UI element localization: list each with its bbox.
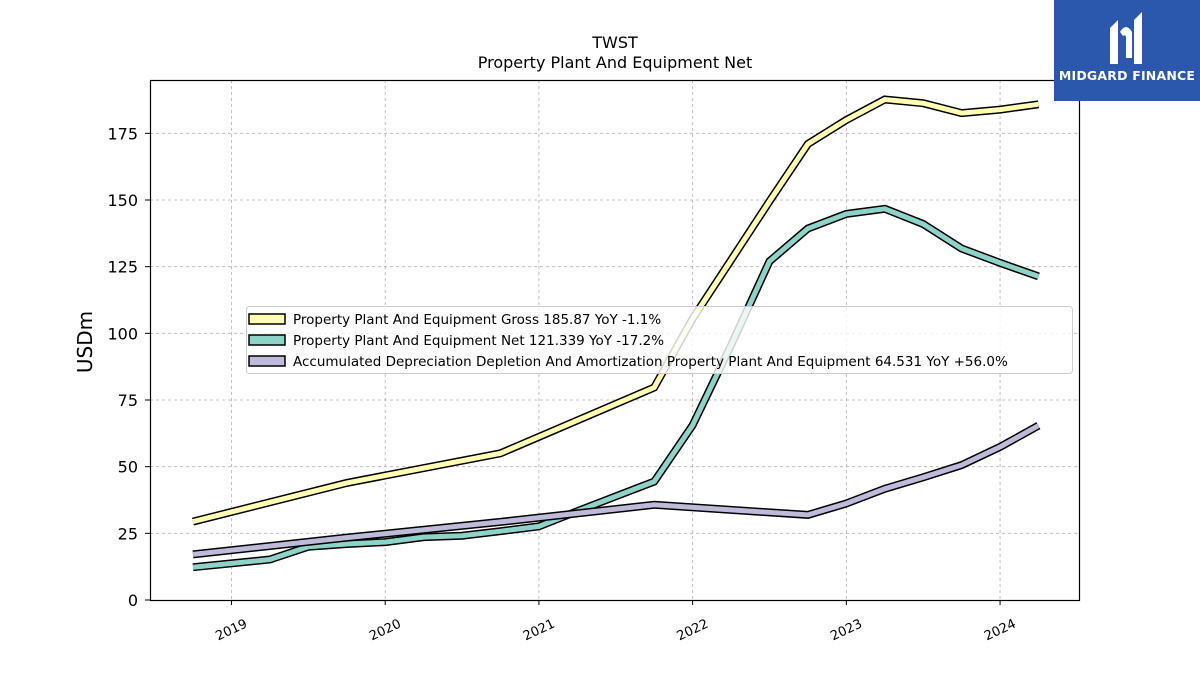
- y-axis: 0 25 50 75 100 125 150 175: [107, 124, 150, 610]
- logo-wordmark: MIDGARD FINANCE: [1058, 68, 1196, 83]
- legend-entry-3: Accumulated Depreciation Depletion And A…: [293, 354, 1008, 370]
- x-tick-label: 2020: [367, 617, 403, 645]
- y-tick-label: 75: [118, 391, 138, 410]
- series-outline-2: [192, 204, 1040, 572]
- x-tick-label: 2019: [214, 617, 250, 645]
- legend-swatch-3: [248, 355, 286, 367]
- legend: Property Plant And Equipment Gross 185.8…: [246, 306, 1073, 374]
- logo-mark-icon: [1110, 12, 1142, 64]
- y-tick-label: 0: [128, 591, 138, 610]
- plot-frame: [149, 79, 1081, 602]
- y-tick-label: 150: [107, 191, 138, 210]
- chart-subtitle: Property Plant And Equipment Net: [478, 53, 753, 72]
- y-axis-label: USDm: [73, 311, 97, 373]
- legend-box: [246, 306, 1073, 374]
- legend-entry-1: Property Plant And Equipment Gross 185.8…: [293, 312, 661, 328]
- series-lines: [192, 95, 1041, 572]
- legend-swatch-2: [248, 334, 286, 346]
- x-tick-label: 2022: [675, 617, 711, 645]
- chart-title: TWST: [591, 33, 638, 52]
- legend-swatch-1: [248, 313, 286, 325]
- y-tick-label: 125: [107, 258, 138, 277]
- y-tick-label: 25: [118, 524, 138, 543]
- y-tick-label: 100: [107, 324, 138, 343]
- series-line-1: [192, 96, 1039, 525]
- y-tick-label: 175: [107, 124, 138, 143]
- series-line-3: [192, 423, 1040, 557]
- series-line-2: [192, 206, 1040, 570]
- x-tick-label: 2024: [982, 617, 1018, 645]
- x-axis: 2019 2020 2021 2022 2023 2024: [214, 600, 1018, 645]
- midgard-finance-logo: MIDGARD FINANCE: [1054, 0, 1200, 101]
- x-tick-label: 2021: [521, 617, 557, 645]
- x-tick-label: 2023: [828, 617, 864, 645]
- y-tick-label: 50: [118, 458, 138, 477]
- legend-entry-2: Property Plant And Equipment Net 121.339…: [293, 333, 664, 349]
